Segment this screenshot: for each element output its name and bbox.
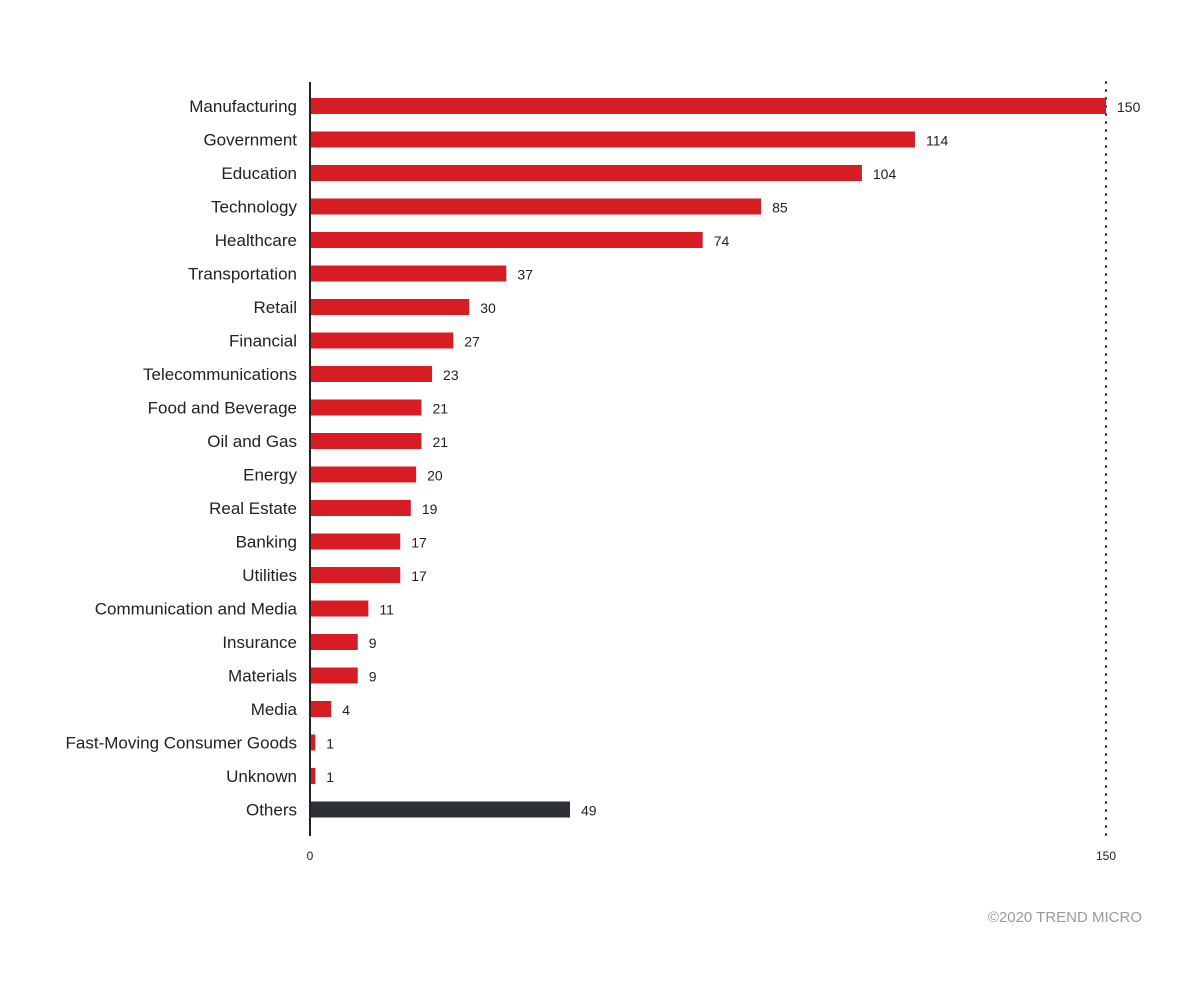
category-label: Utilities: [242, 566, 297, 585]
bar: [310, 299, 470, 315]
category-label: Transportation: [188, 265, 297, 284]
bar: [310, 265, 507, 282]
bar: [310, 98, 1106, 114]
value-label: 1: [326, 736, 334, 752]
bar: [310, 600, 369, 617]
value-label: 74: [714, 233, 730, 249]
bar: [310, 500, 411, 516]
bar: [310, 567, 401, 583]
bar: [310, 701, 332, 717]
value-label: 21: [432, 401, 448, 417]
category-label: Real Estate: [209, 499, 297, 518]
category-label: Technology: [211, 198, 298, 217]
category-label: Food and Beverage: [148, 399, 297, 418]
value-label: 27: [464, 334, 480, 350]
bar: [310, 768, 316, 784]
value-labels: 1501141048574373027232121201917171199411…: [326, 99, 1140, 819]
value-label: 49: [581, 803, 597, 819]
value-label: 1: [326, 769, 334, 785]
value-label: 37: [517, 267, 533, 283]
category-labels: Manufacturing Government Education Technolo…: [66, 97, 298, 820]
bar: [310, 366, 433, 382]
value-label: 21: [432, 434, 448, 450]
bar: [310, 232, 703, 248]
bar: [310, 801, 571, 818]
value-label: 4: [342, 702, 350, 718]
category-label: Media: [251, 700, 298, 719]
bar: [310, 165, 862, 181]
x-axis-ticks: 0 150: [307, 849, 1117, 863]
bar: [310, 198, 762, 215]
category-label: Unknown: [226, 767, 297, 786]
category-label: Oil and Gas: [207, 432, 297, 451]
category-label: Communication and Media: [95, 600, 298, 619]
value-label: 17: [411, 535, 427, 551]
value-label: 9: [369, 669, 377, 685]
category-label: Fast-Moving Consumer Goods: [66, 734, 297, 753]
bar: [310, 332, 454, 349]
bar: [310, 399, 422, 416]
value-label: 150: [1117, 99, 1141, 115]
category-label: Insurance: [222, 633, 297, 652]
category-label: Financial: [229, 332, 297, 351]
copyright-credit: ©2020 TREND MICRO: [987, 909, 1142, 926]
bar: [310, 466, 417, 483]
category-label: Retail: [254, 298, 297, 317]
category-label: Banking: [236, 533, 297, 552]
category-label: Others: [246, 801, 297, 820]
x-tick-label: 0: [307, 849, 314, 863]
value-label: 20: [427, 468, 443, 484]
value-label: 23: [443, 367, 459, 383]
category-label: Government: [203, 131, 297, 150]
bar: [310, 734, 316, 751]
value-label: 85: [772, 200, 788, 216]
category-label: Telecommunications: [143, 365, 297, 384]
bar: [310, 131, 915, 148]
value-label: 11: [379, 602, 394, 618]
category-label: Energy: [243, 466, 297, 485]
value-label: 17: [411, 568, 427, 584]
category-label: Healthcare: [215, 231, 297, 250]
value-label: 104: [873, 166, 897, 182]
bar: [310, 433, 422, 449]
category-label: Manufacturing: [189, 97, 297, 116]
value-label: 30: [480, 300, 496, 316]
value-label: 19: [422, 501, 438, 517]
bar: [310, 533, 401, 550]
value-label: 9: [369, 635, 377, 651]
x-tick-label: 150: [1096, 849, 1116, 863]
bar: [310, 634, 358, 650]
category-label: Materials: [228, 667, 297, 686]
value-label: 114: [926, 133, 949, 149]
bar: [310, 667, 358, 684]
bars-layer: [310, 98, 1106, 818]
category-label: Education: [221, 164, 297, 183]
